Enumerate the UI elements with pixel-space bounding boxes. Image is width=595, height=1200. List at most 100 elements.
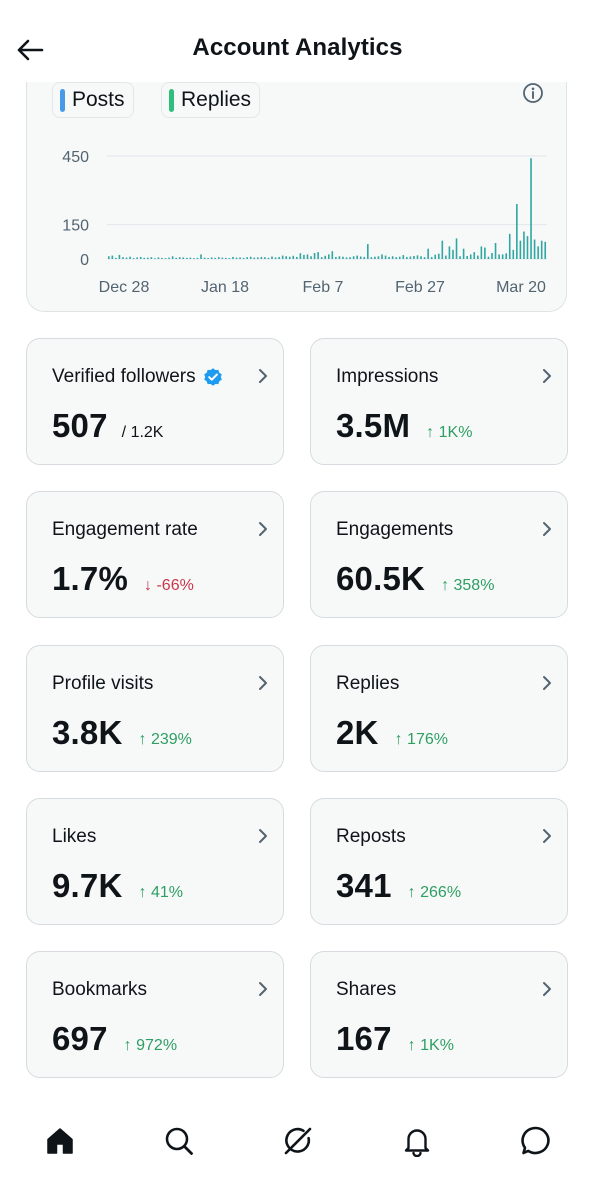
back-button[interactable] — [14, 34, 46, 66]
chevron-right-icon — [259, 369, 267, 383]
nav-grok[interactable] — [268, 1111, 328, 1171]
chart-bar — [462, 248, 465, 259]
legend-label-posts: Posts — [72, 88, 125, 111]
chart-bar — [253, 257, 256, 259]
y-tick-label: 450 — [62, 149, 89, 166]
chart-bar — [430, 256, 433, 259]
stat-value-row: 697 ↑ 972% — [52, 1020, 177, 1058]
stat-value: 3.5M — [336, 407, 411, 444]
legend-swatch-replies — [169, 88, 174, 112]
stat-card-verified-followers[interactable]: Verified followers 507 / 1.2K — [26, 338, 284, 465]
chart-bar — [143, 257, 146, 259]
chart-bar — [107, 256, 110, 259]
chart-bar — [225, 257, 227, 259]
chart-bar — [359, 256, 362, 259]
stat-card-engagement-rate[interactable]: Engagement rate 1.7% ↓ -66% — [26, 491, 284, 618]
search-icon — [165, 1127, 193, 1155]
chart-bar — [480, 246, 483, 259]
stat-change: ↑ 239% — [138, 731, 192, 748]
chart-bar — [157, 257, 160, 259]
chart-bar — [203, 257, 206, 259]
legend-replies[interactable]: Replies — [161, 82, 261, 118]
chevron-right-icon — [259, 982, 267, 996]
chart-bar — [189, 257, 192, 259]
chart-bar — [469, 254, 472, 259]
chart-bar — [129, 256, 131, 259]
stat-card-impressions[interactable]: Impressions 3.5M ↑ 1K% — [310, 338, 568, 465]
chart-bar — [398, 256, 401, 259]
stat-value: 9.7K — [52, 867, 123, 904]
stat-label: Shares — [336, 979, 397, 1000]
chart-bar — [228, 258, 231, 259]
arrow-left-icon — [17, 39, 44, 61]
chart-bar — [281, 255, 284, 259]
notifications-icon — [404, 1129, 429, 1157]
nav-notifications[interactable] — [387, 1111, 447, 1171]
nav-home[interactable] — [30, 1111, 90, 1171]
chart-bar — [217, 257, 220, 259]
chart-bar — [420, 256, 422, 259]
chart-bar — [196, 257, 199, 259]
x-tick-label: Mar 20 — [496, 279, 546, 296]
chart-bar — [331, 251, 334, 259]
nav-search[interactable] — [149, 1111, 209, 1171]
chart-bar — [512, 249, 515, 259]
chart-bar — [335, 256, 337, 259]
chart-bar — [455, 238, 458, 259]
stat-card-bookmarks[interactable]: Bookmarks 697 ↑ 972% — [26, 951, 284, 1078]
chart-bar — [175, 257, 177, 259]
chart-bar — [150, 257, 153, 259]
chart-bar — [459, 256, 461, 259]
page-title: Account Analytics — [192, 34, 403, 61]
chart-bar — [526, 236, 529, 259]
stat-value: 3.8K — [52, 714, 123, 751]
chart-bar — [132, 258, 135, 259]
chart-bar — [473, 252, 476, 259]
activity-chart: 450 150 0 Dec 28 Jan 18 Feb 7 Feb 27 Mar 20 — [62, 149, 547, 296]
stat-card-reposts[interactable]: Reposts 341 ↑ 266% — [310, 798, 568, 925]
chart-bar — [125, 257, 128, 259]
stat-value: 1.7% — [52, 560, 129, 597]
chart-bar — [384, 255, 387, 259]
chart-bar — [285, 256, 287, 259]
chevron-right-icon — [259, 522, 267, 536]
stat-label: Verified followers — [52, 366, 223, 388]
stat-label: Bookmarks — [52, 979, 148, 1000]
x-tick-label: Feb 7 — [303, 279, 344, 296]
chart-bar — [363, 256, 366, 259]
stat-card-engagements[interactable]: Engagements 60.5K ↑ 358% — [310, 491, 568, 618]
stat-change: ↑ 1K% — [426, 424, 473, 441]
chevron-right-icon — [259, 676, 267, 690]
chart-bar — [533, 239, 536, 259]
stat-value-row: 1.7% ↓ -66% — [52, 560, 194, 598]
chart-bar — [505, 253, 507, 259]
stat-label-text: Verified followers — [52, 366, 196, 387]
stat-card-replies[interactable]: Replies 2K ↑ 176% — [310, 645, 568, 772]
x-tick-label: Jan 18 — [201, 279, 249, 296]
chart-bar — [370, 257, 373, 259]
chart-bar — [267, 257, 270, 259]
stat-card-shares[interactable]: Shares 167 ↑ 1K% — [310, 951, 568, 1078]
chart-bar — [409, 256, 412, 259]
stat-card-likes[interactable]: Likes 9.7K ↑ 41% — [26, 798, 284, 925]
legend-posts[interactable]: Posts — [52, 82, 134, 118]
chart-bar — [264, 257, 266, 259]
chart-bar — [115, 257, 117, 259]
stat-label: Engagement rate — [52, 519, 198, 540]
chart-bar — [377, 256, 380, 259]
stat-label: Engagements — [336, 519, 454, 540]
chart-bar — [292, 255, 295, 259]
chart-bar — [345, 257, 348, 259]
chart-bar — [242, 257, 245, 259]
chart-bar — [423, 257, 426, 259]
info-icon[interactable] — [522, 82, 544, 104]
stat-card-profile-visits[interactable]: Profile visits 3.8K ↑ 239% — [26, 645, 284, 772]
chart-bar — [164, 258, 167, 259]
nav-messages[interactable] — [506, 1111, 566, 1171]
chart-bar — [139, 256, 142, 259]
chart-bar — [537, 246, 539, 259]
chart-bar — [161, 257, 163, 259]
chart-card: Posts Replies 450 150 0 Dec 28 Jan 18 Feb 7 Fe… — [26, 62, 567, 312]
chart-bar — [193, 258, 195, 259]
chevron-right-icon — [259, 829, 267, 843]
